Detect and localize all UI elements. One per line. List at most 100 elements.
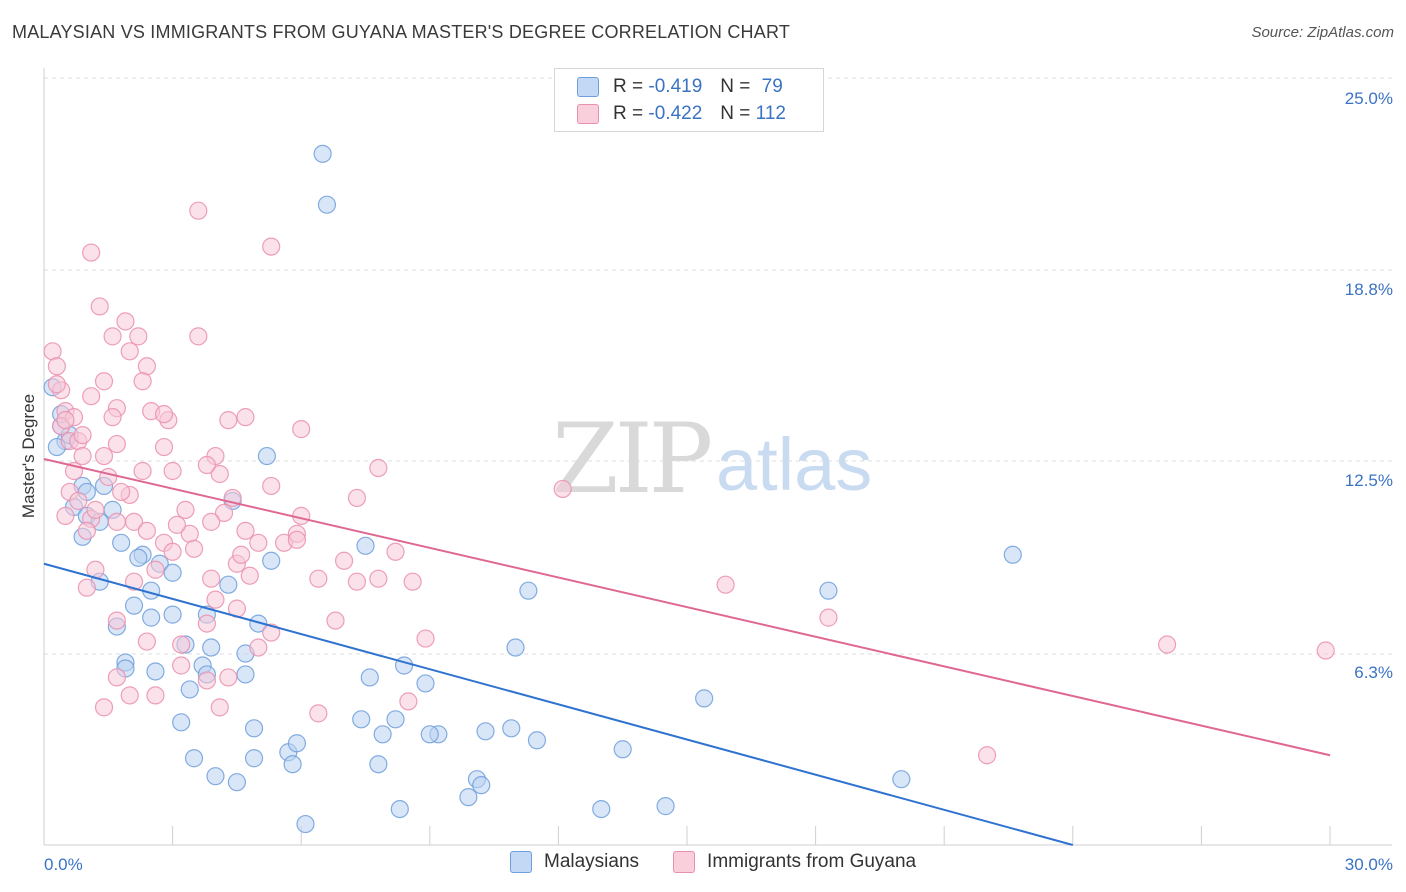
point-malaysians xyxy=(124,596,144,615)
point-guyana xyxy=(120,342,139,361)
point-guyana xyxy=(202,569,221,588)
point-guyana xyxy=(369,569,388,588)
point-guyana xyxy=(292,420,311,439)
legend-r-label: R = xyxy=(613,76,644,97)
point-malaysians xyxy=(373,725,392,744)
point-guyana xyxy=(210,698,229,717)
point-guyana xyxy=(99,467,118,487)
point-malaysians xyxy=(236,665,255,684)
point-malaysians xyxy=(390,799,409,819)
point-guyana xyxy=(219,668,238,687)
point-guyana xyxy=(819,608,838,627)
point-guyana xyxy=(202,512,221,531)
point-guyana xyxy=(399,692,418,711)
point-guyana xyxy=(137,632,156,651)
point-guyana xyxy=(163,542,182,561)
point-guyana xyxy=(77,578,96,597)
point-malaysians xyxy=(142,608,161,627)
point-guyana xyxy=(206,590,225,609)
point-guyana xyxy=(124,572,144,591)
legend-r-label: R = xyxy=(613,103,644,124)
series-legend-guyana: Immigrants from Guyana xyxy=(673,851,916,873)
point-guyana xyxy=(1316,641,1335,660)
y-axis-label: Master's Degree xyxy=(19,394,38,518)
point-malaysians xyxy=(656,797,675,816)
point-malaysians xyxy=(1003,545,1022,564)
point-guyana xyxy=(184,539,204,558)
point-malaysians xyxy=(180,680,199,699)
point-guyana xyxy=(309,704,328,723)
point-guyana xyxy=(116,312,135,331)
point-guyana xyxy=(120,686,139,705)
point-guyana xyxy=(977,746,997,765)
x-tick-label-min: 0.0% xyxy=(44,855,83,874)
point-malaysians xyxy=(369,755,388,774)
point-guyana xyxy=(94,372,114,391)
x-tick-label-max: 30.0% xyxy=(1345,855,1393,874)
point-malaysians xyxy=(892,770,911,789)
legend-row-guyana: R = -0.422 N = 112 xyxy=(577,102,786,126)
point-guyana xyxy=(262,476,281,496)
point-guyana xyxy=(154,405,174,424)
point-malaysians xyxy=(163,605,182,624)
point-guyana xyxy=(167,515,186,534)
point-malaysians xyxy=(356,536,375,555)
point-guyana xyxy=(94,698,114,717)
point-guyana xyxy=(326,611,345,630)
point-guyana xyxy=(47,357,66,376)
point-malaysians xyxy=(219,575,238,594)
point-malaysians xyxy=(249,614,268,633)
point-guyana xyxy=(133,461,152,481)
point-guyana xyxy=(210,464,229,484)
point-guyana xyxy=(249,638,268,657)
point-malaysians xyxy=(819,581,838,600)
y-tick-label: 12.5% xyxy=(1345,471,1393,490)
point-malaysians xyxy=(592,799,611,819)
point-guyana xyxy=(236,408,255,427)
point-guyana xyxy=(94,446,114,466)
point-malaysians xyxy=(163,563,182,582)
point-malaysians xyxy=(519,581,538,600)
point-malaysians xyxy=(227,773,246,792)
point-guyana xyxy=(262,623,281,642)
point-guyana xyxy=(403,572,422,591)
point-malaysians xyxy=(129,548,148,567)
point-malaysians xyxy=(360,668,379,687)
point-guyana xyxy=(146,560,165,579)
point-guyana xyxy=(189,327,208,346)
point-guyana xyxy=(214,503,234,522)
legend-n-value: 112 xyxy=(755,103,786,124)
point-guyana xyxy=(172,635,191,654)
point-malaysians xyxy=(386,710,405,729)
trend-line-guyana xyxy=(43,458,1331,757)
point-malaysians xyxy=(184,749,204,768)
series-label-malaysians: Malaysians xyxy=(544,851,640,872)
legend-n-value: 79 xyxy=(761,76,783,97)
point-guyana xyxy=(47,375,66,394)
series-label-guyana: Immigrants from Guyana xyxy=(707,851,917,872)
point-malaysians xyxy=(146,662,165,681)
point-guyana xyxy=(287,530,307,549)
point-malaysians xyxy=(244,749,264,768)
point-malaysians xyxy=(459,788,478,807)
point-guyana xyxy=(197,614,216,633)
point-malaysians xyxy=(283,755,302,774)
point-malaysians xyxy=(262,551,281,570)
point-guyana xyxy=(176,500,195,519)
correlation-legend: R = -0.419 N = 79 R = -0.422 N = 112 xyxy=(554,68,824,132)
point-guyana xyxy=(90,297,109,316)
legend-swatch-guyana xyxy=(577,104,599,124)
point-guyana xyxy=(232,545,251,564)
point-guyana xyxy=(347,572,367,591)
point-malaysians xyxy=(695,689,714,708)
point-guyana xyxy=(386,542,405,561)
watermark-zip: ZIP xyxy=(552,403,711,515)
point-guyana xyxy=(107,611,126,630)
point-guyana xyxy=(82,387,101,406)
point-guyana xyxy=(56,506,75,525)
point-guyana xyxy=(133,372,152,391)
point-malaysians xyxy=(317,195,337,214)
point-guyana xyxy=(163,461,182,481)
point-guyana xyxy=(347,488,367,508)
point-guyana xyxy=(107,512,126,531)
